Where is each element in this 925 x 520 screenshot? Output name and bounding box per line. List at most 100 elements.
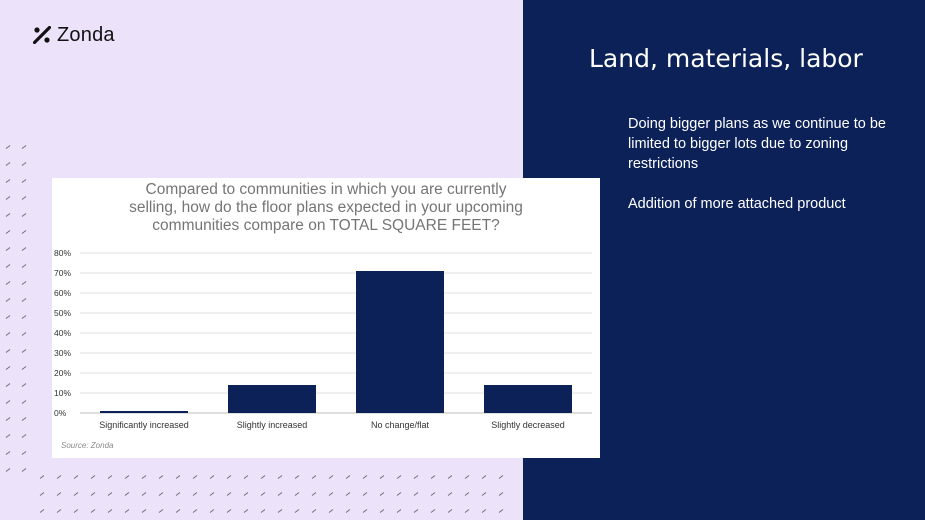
- slash-mark: [21, 417, 27, 421]
- y-tick-label: 20%: [54, 368, 71, 378]
- y-tick-label: 80%: [54, 248, 71, 258]
- slash-mark: [362, 509, 368, 513]
- bullet-list: Doing bigger plans as we continue to be …: [628, 114, 898, 234]
- slash-mark: [5, 179, 11, 183]
- slash-mark: [107, 509, 113, 513]
- chart-card: Compared to communities in which you are…: [52, 178, 600, 458]
- slash-mark: [430, 492, 436, 496]
- slash-mark: [90, 509, 96, 513]
- slash-mark: [39, 509, 45, 513]
- slash-mark: [277, 492, 283, 496]
- slash-mark: [5, 213, 11, 217]
- slash-mark: [5, 366, 11, 370]
- slash-mark: [192, 475, 198, 479]
- slash-mark: [277, 475, 283, 479]
- slash-mark: [328, 492, 334, 496]
- slash-mark: [345, 475, 351, 479]
- slash-mark: [362, 475, 368, 479]
- slash-mark: [107, 492, 113, 496]
- x-tick-label: Significantly increased: [99, 420, 189, 430]
- slash-mark: [141, 509, 147, 513]
- slash-mark: [56, 509, 62, 513]
- slash-mark: [21, 468, 27, 472]
- slash-mark: [209, 475, 215, 479]
- slash-mark: [226, 492, 232, 496]
- bar: [100, 411, 188, 413]
- slash-mark: [447, 492, 453, 496]
- slash-mark: [447, 509, 453, 513]
- slash-mark: [5, 281, 11, 285]
- slash-mark: [243, 492, 249, 496]
- slash-mark: [430, 475, 436, 479]
- slash-mark: [311, 492, 317, 496]
- y-tick-label: 60%: [54, 288, 71, 298]
- slash-mark: [498, 475, 504, 479]
- slash-mark: [447, 475, 453, 479]
- slash-mark: [294, 475, 300, 479]
- slash-mark: [311, 475, 317, 479]
- y-tick-label: 0%: [54, 408, 67, 418]
- slash-mark: [498, 492, 504, 496]
- slash-mark: [39, 492, 45, 496]
- slash-mark: [498, 509, 504, 513]
- slash-mark: [5, 349, 11, 353]
- slash-mark: [328, 475, 334, 479]
- bullet-item: Doing bigger plans as we continue to be …: [628, 116, 886, 172]
- bar-chart: 0% 10% 20% 30% 40% 50% 60% 70% 80% Significantly …: [54, 248, 592, 430]
- bar: [484, 385, 572, 413]
- slash-mark: [362, 492, 368, 496]
- slash-mark: [21, 179, 27, 183]
- slash-mark: [141, 492, 147, 496]
- slash-mark: [56, 475, 62, 479]
- slash-mark: [21, 281, 27, 285]
- slash-mark: [379, 509, 385, 513]
- slash-mark: [21, 451, 27, 455]
- slash-mark: [21, 400, 27, 404]
- slash-mark: [21, 315, 27, 319]
- slash-mark: [141, 475, 147, 479]
- slash-mark: [21, 264, 27, 268]
- slash-mark: [90, 475, 96, 479]
- slash-mark: [311, 509, 317, 513]
- x-tick-label: Slightly increased: [237, 420, 308, 430]
- slash-mark: [5, 451, 11, 455]
- slash-mark: [328, 509, 334, 513]
- slash-pattern-decoration: [5, 145, 504, 513]
- slash-mark: [260, 509, 266, 513]
- slash-mark: [5, 162, 11, 166]
- slash-mark: [396, 492, 402, 496]
- slash-mark: [21, 349, 27, 353]
- bar: [228, 385, 316, 413]
- slash-mark: [158, 492, 164, 496]
- chart-title-line: communities compare on TOTAL SQUARE FEET…: [152, 217, 500, 234]
- slash-mark: [5, 247, 11, 251]
- slash-mark: [209, 492, 215, 496]
- slash-mark: [21, 332, 27, 336]
- slash-mark: [5, 264, 11, 268]
- slash-mark: [464, 492, 470, 496]
- bar: [356, 271, 444, 413]
- slash-mark: [294, 509, 300, 513]
- slash-mark: [5, 196, 11, 200]
- slash-mark: [226, 509, 232, 513]
- slash-mark: [430, 509, 436, 513]
- y-tick-label: 40%: [54, 328, 71, 338]
- slash-mark: [21, 145, 27, 149]
- slash-mark: [5, 400, 11, 404]
- zonda-logo: Zonda: [33, 24, 115, 46]
- slash-mark: [21, 434, 27, 438]
- slash-mark: [243, 509, 249, 513]
- slash-mark: [260, 492, 266, 496]
- slash-mark: [277, 509, 283, 513]
- slash-mark: [21, 230, 27, 234]
- slash-mark: [5, 383, 11, 387]
- chart-title: Compared to communities in which you are…: [52, 181, 600, 235]
- slash-mark: [5, 468, 11, 472]
- slash-mark: [175, 492, 181, 496]
- slash-mark: [124, 492, 130, 496]
- slash-mark: [226, 475, 232, 479]
- slash-mark: [192, 492, 198, 496]
- slash-mark: [260, 475, 266, 479]
- slash-mark: [192, 509, 198, 513]
- slash-mark: [107, 475, 113, 479]
